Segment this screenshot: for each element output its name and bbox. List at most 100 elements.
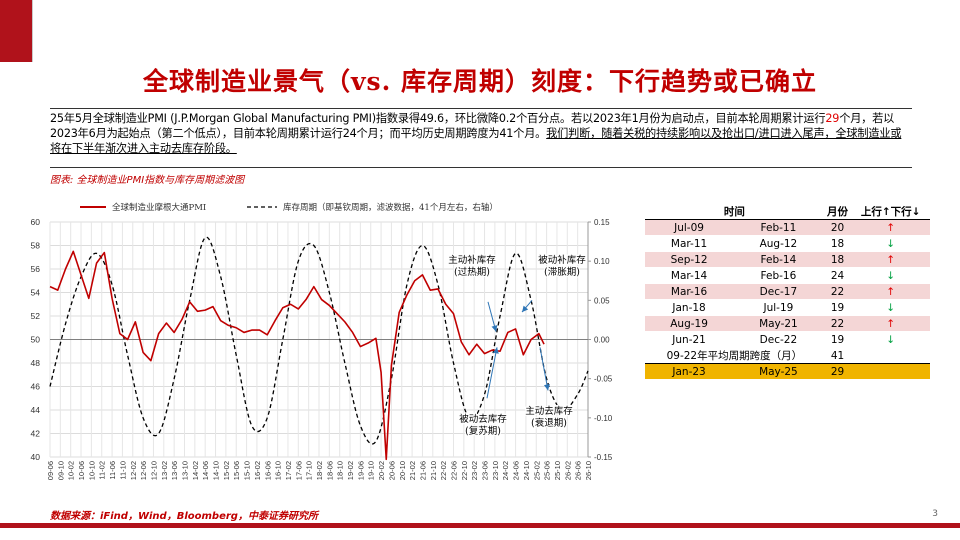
- up-arrow-icon: ↑: [851, 315, 930, 332]
- y-right-tick-label: -0.10: [594, 414, 613, 423]
- x-tick-label: 24-06: [512, 461, 521, 480]
- table-row: Jan-18 Jul-19 19 ↓: [645, 299, 930, 316]
- table-header-months: 月份: [823, 203, 852, 220]
- x-tick-label: 25-02: [532, 461, 541, 480]
- cell-end: May-21: [733, 315, 824, 332]
- annotation-arrowhead: [543, 383, 550, 391]
- legend-cycle-label: 库存周期（即基钦周期，滤波数据，41个月左右，右轴）: [283, 202, 498, 213]
- x-tick-label: 12-02: [129, 461, 138, 480]
- bottom-bar: [0, 523, 960, 528]
- x-tick-label: 18-10: [336, 461, 345, 480]
- x-tick-label: 11-10: [118, 461, 127, 480]
- y-left-tick-label: 50: [31, 335, 41, 345]
- annotation-arrowhead: [492, 347, 499, 354]
- annotation-label: 被动去库存: [459, 413, 507, 425]
- cell-months: 19: [823, 299, 852, 316]
- x-tick-label: 26-10: [584, 461, 593, 480]
- x-tick-label: 21-10: [429, 461, 438, 480]
- cell-start: Aug-19: [645, 315, 734, 332]
- y-left-tick-label: 42: [31, 429, 41, 439]
- cell-months: 20: [823, 219, 852, 236]
- cell-start: Jul-09: [645, 219, 734, 236]
- cell-end: Dec-22: [733, 331, 824, 348]
- x-tick-label: 12-06: [139, 461, 148, 480]
- annotation-arrowhead: [522, 305, 529, 313]
- table-row: Jul-09 Feb-11 20 ↑: [645, 219, 930, 236]
- x-tick-label: 23-02: [470, 461, 479, 480]
- y-left-tick-label: 58: [31, 241, 41, 251]
- y-left-tick-label: 60: [31, 217, 41, 227]
- x-tick-label: 19-06: [356, 461, 365, 480]
- x-tick-label: 14-02: [191, 461, 200, 480]
- x-tick-label: 18-02: [315, 461, 324, 480]
- table-header-row: 时间 月份 上行↑下行↓: [645, 203, 930, 220]
- summary-text-1: 25年5月全球制造业PMI (J.P.Morgan Global Manufac…: [50, 112, 826, 125]
- x-tick-label: 15-06: [232, 461, 241, 480]
- y-left-tick-label: 46: [31, 382, 41, 392]
- x-tick-label: 25-10: [553, 461, 562, 480]
- cell-start: Mar-14: [645, 267, 734, 284]
- annotation-label: (复苏期): [465, 425, 501, 437]
- x-tick-label: 13-06: [170, 461, 179, 480]
- pmi-line: [49, 250, 545, 461]
- table-average-row: 09-22年平均周期跨度（月） 41: [645, 347, 930, 364]
- cell-end: Dec-17: [733, 283, 824, 300]
- cell-end: Jul-19: [733, 299, 824, 316]
- y-right-tick-label: -0.05: [594, 375, 613, 384]
- annotation-label: 被动补库存: [538, 254, 586, 266]
- x-tick-label: 23-10: [491, 461, 500, 480]
- cell-months: 18: [823, 235, 852, 252]
- x-tick-label: 23-06: [481, 461, 490, 480]
- annotation-arrow: [486, 347, 498, 399]
- table-current-cycle-row: Jan-23 May-25 29: [645, 363, 930, 380]
- x-tick-label: 17-02: [284, 461, 293, 480]
- y-right-tick-label: 0.15: [594, 218, 610, 227]
- annotation-arrow: [539, 347, 549, 391]
- x-tick-label: 10-06: [77, 461, 86, 480]
- x-tick-label: 12-10: [149, 461, 158, 480]
- table-row: Mar-16 Dec-17 22 ↑: [645, 283, 930, 300]
- summary-text-2: 个月，若以2023年6月为起始点（第二个低点），目前本轮周期累计运行24个月；而…: [50, 112, 895, 140]
- table-row: Mar-11 Aug-12 18 ↓: [645, 235, 930, 252]
- cell-months: 24: [823, 267, 852, 284]
- table-header-direction: 上行↑下行↓: [851, 203, 930, 220]
- x-tick-label: 25-06: [543, 461, 552, 480]
- x-tick-label: 20-06: [387, 461, 396, 480]
- x-tick-label: 22-10: [460, 461, 469, 480]
- accent-divider: [32, 0, 33, 62]
- annotation-label: 主动去库存: [525, 405, 573, 417]
- x-tick-label: 24-02: [501, 461, 510, 480]
- cell-months: 22: [823, 315, 852, 332]
- x-tick-label: 26-02: [563, 461, 572, 480]
- y-left-tick-label: 52: [31, 311, 41, 321]
- cell-start: Mar-16: [645, 283, 734, 300]
- y-right-tick-label: 0.05: [594, 296, 610, 305]
- cell-end: Aug-12: [733, 235, 824, 252]
- title-divider: [50, 108, 912, 109]
- y-left-tick-label: 56: [31, 264, 41, 274]
- x-tick-label: 20-10: [398, 461, 407, 480]
- cell-months: 29: [823, 363, 852, 380]
- x-tick-label: 10-02: [67, 461, 76, 480]
- summary-divider: [50, 167, 912, 168]
- down-arrow-icon: ↓: [851, 299, 930, 316]
- x-tick-label: 15-10: [243, 461, 252, 480]
- y-left-tick-label: 44: [31, 405, 41, 415]
- table-header-time: 时间: [645, 203, 824, 220]
- table-row: Jun-21 Dec-22 19 ↓: [645, 331, 930, 348]
- empty-cell: [851, 363, 930, 380]
- table-row: Mar-14 Feb-16 24 ↓: [645, 267, 930, 284]
- inventory-cycle-line: [49, 236, 589, 445]
- down-arrow-icon: ↓: [851, 267, 930, 284]
- x-tick-label: 26-06: [574, 461, 583, 480]
- x-tick-label: 20-02: [377, 461, 386, 480]
- up-arrow-icon: ↑: [851, 251, 930, 268]
- cell-end: Feb-16: [733, 267, 824, 284]
- x-tick-label: 10-10: [87, 461, 96, 480]
- page-number: 3: [932, 509, 938, 519]
- cell-end: Feb-14: [733, 251, 824, 268]
- summary-conclusion: 我们判断，随着关税的持续影响以及抢出口/进口进入尾声，全球制造业或将在下半年渐次…: [50, 127, 902, 155]
- summary-paragraph: 25年5月全球制造业PMI (J.P.Morgan Global Manufac…: [50, 111, 912, 156]
- table-row: Sep-12 Feb-14 18 ↑: [645, 251, 930, 268]
